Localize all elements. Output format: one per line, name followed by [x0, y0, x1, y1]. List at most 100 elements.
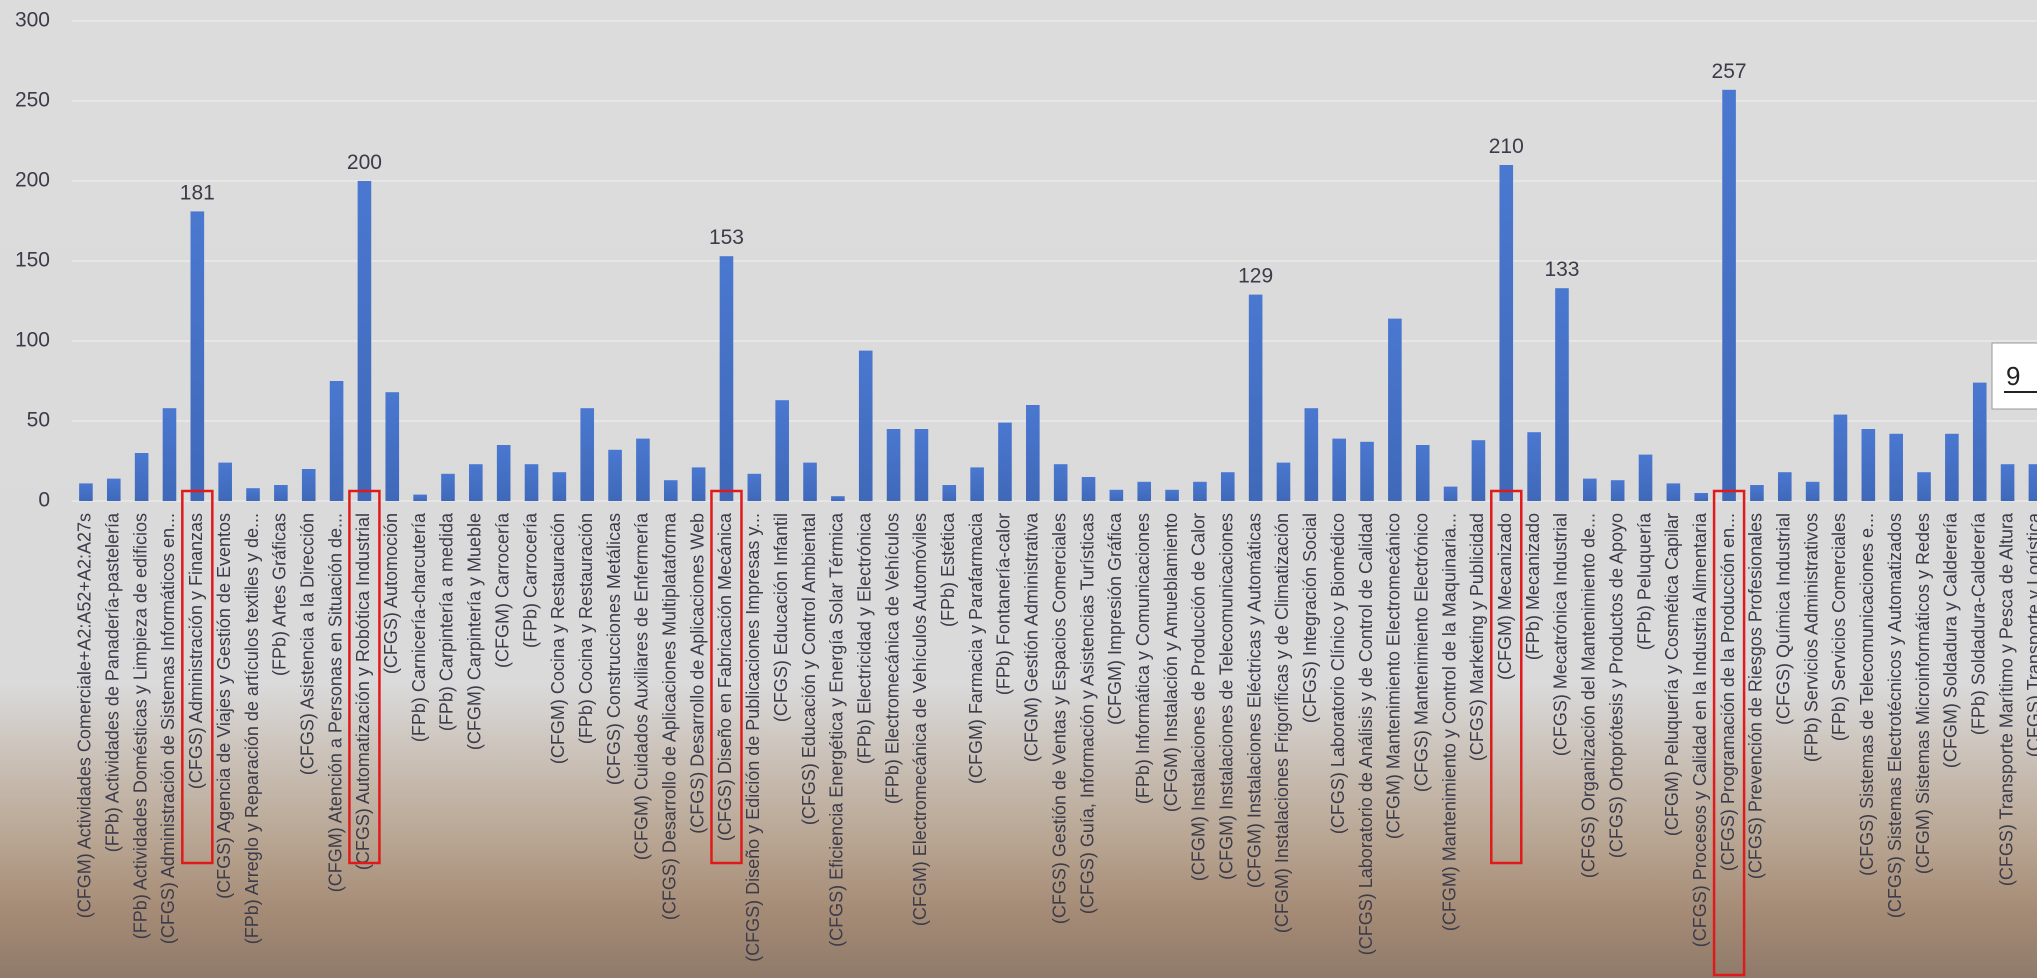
x-tick-label: (FPb) Carrocería — [520, 512, 540, 648]
x-tick-label: (CFGM) Instalaciones de Producción de Ca… — [1189, 513, 1209, 881]
bar — [1109, 489, 1124, 501]
x-tick-label: (CFGM) Carrocería — [492, 512, 512, 668]
y-tick-label: 0 — [38, 489, 50, 512]
bar — [1081, 477, 1096, 501]
x-tick-label: (FPb) Actividades Domésticas y Limpieza … — [130, 513, 150, 939]
bar — [1610, 480, 1625, 501]
y-tick-label: 150 — [15, 249, 50, 272]
bar — [719, 256, 734, 501]
y-tick-label: 50 — [27, 409, 50, 432]
x-tick-label: (FPb) Informática y Comunicaciones — [1133, 513, 1153, 804]
bar — [1360, 441, 1374, 501]
x-tick-label: (FPb) Soldadura-Calderería — [1968, 512, 1988, 735]
x-tick-label: (FPb) Cocina y Restauración — [576, 513, 596, 744]
x-tick-label: (CFGS) Agencia de Viajes y Gestión de Ev… — [214, 513, 234, 899]
x-tick-label: (CFGS) Laboratorio Clínico y Biomédico — [1328, 513, 1348, 834]
x-tick-label: (CFGM) Cuidados Auxiliares de Enfermería — [632, 512, 652, 860]
x-tick-label: (FPb) Arreglo y Reparación de artículos … — [242, 513, 262, 944]
x-tick-label: (CFGM) Electromecánica de Vehículos Auto… — [910, 513, 930, 926]
x-tick-label: (CFGS) Marketing y Publicidad — [1467, 513, 1487, 761]
highlight-box — [1490, 489, 1523, 865]
x-tick-label: (CFGS) Automatización y Robótica Industr… — [353, 513, 373, 870]
x-tick-label: (CFGM) Atención a Personas en Situación … — [325, 513, 345, 892]
y-tick-label: 250 — [15, 89, 50, 112]
bar — [1499, 165, 1514, 501]
bar — [1666, 483, 1681, 501]
x-tick-label: (CFGS) Ortoprótesis y Productos de Apoyo — [1606, 513, 1626, 858]
bar — [274, 485, 288, 501]
data-label: 257 — [1712, 60, 1747, 83]
bar — [1388, 318, 1402, 501]
x-tick-label: (FPb) Mecanizado — [1523, 513, 1543, 660]
bars — [79, 89, 2037, 502]
bar — [301, 469, 316, 501]
x-tick-label: (CFGM) Instalaciones Frigoríficas y de C… — [1272, 513, 1292, 933]
y-tick-label: 200 — [15, 169, 50, 192]
bar — [608, 449, 622, 501]
x-tick-label: (CFGS) Guía, Información y Asistencias T… — [1077, 513, 1097, 914]
x-tick-label: (CFGS) Mantenimiento Electrónico — [1411, 513, 1431, 792]
bar — [496, 445, 511, 501]
data-label: 210 — [1489, 135, 1524, 158]
bar — [1833, 414, 1848, 501]
x-tick-label: (FPb) Carnicería-charcutería — [409, 512, 429, 742]
x-tick-label: (CFGM) Peluquería y Cosmética Capilar — [1662, 513, 1682, 836]
x-tick-label: (FPb) Peluquería — [1634, 512, 1654, 650]
annotation-box: 9 — [1991, 342, 2037, 410]
x-tick-label: (FPb) Artes Gráficas — [270, 513, 290, 676]
bar — [79, 483, 93, 501]
bar — [970, 467, 984, 501]
highlight-box — [348, 489, 381, 865]
x-tick-label: (CFGS) Sistemas de Telecomunicaciones e.… — [1857, 513, 1877, 876]
bar — [2000, 464, 2015, 501]
x-tick-label: (CFGS) Educación Infantil — [771, 513, 791, 722]
x-tick-label: (CFGM) Mantenimiento Electromecánico — [1384, 513, 1404, 839]
bar — [134, 453, 149, 501]
x-tick-label: (CFGS) Transporte y Logística — [2024, 512, 2037, 757]
bar — [162, 408, 177, 501]
bar — [691, 467, 706, 501]
x-tick-label: (CFGM) Instalaciones Eléctricas y Automá… — [1244, 513, 1264, 888]
x-tick-label: (FPb) Fontanería-calor — [994, 513, 1014, 695]
bar — [636, 438, 650, 501]
bar — [1165, 489, 1179, 501]
x-tick-label: (CFGS) Administración de Sistemas Inform… — [158, 513, 178, 944]
x-tick-label: (CFGM) Carpintería y Mueble — [465, 513, 485, 750]
data-label: 129 — [1238, 265, 1273, 288]
grid — [72, 20, 2037, 502]
bar — [385, 392, 400, 501]
x-tick-label: (CFGS) Eficiencia Energética y Energía S… — [827, 512, 847, 947]
bar — [1917, 472, 1931, 501]
bar — [1861, 429, 1876, 501]
x-tick-label: (CFGM) Instalaciones de Telecomunicacion… — [1217, 513, 1237, 880]
bar — [1053, 464, 1068, 501]
x-tick-label: (CFGM) Sistemas Microinformáticos y Rede… — [1913, 513, 1933, 874]
bar — [886, 429, 901, 501]
data-label: 133 — [1544, 258, 1579, 281]
bar — [1137, 481, 1152, 501]
bar — [524, 464, 539, 501]
bar — [190, 211, 205, 501]
bar — [1972, 382, 1987, 501]
bar — [663, 480, 678, 501]
bar — [1415, 445, 1430, 501]
bar — [580, 408, 595, 501]
x-tick-label: (CFGS) Química Industrial — [1774, 513, 1794, 725]
bar — [1026, 405, 1040, 501]
bar — [441, 473, 455, 501]
bar — [1777, 472, 1792, 501]
bar — [1193, 481, 1207, 501]
bar — [914, 429, 929, 501]
x-tick-label: (CFGM) Soldadura y Calderería — [1941, 512, 1961, 768]
x-tick-label: (FPb) Electromecánica de Vehículos — [882, 513, 902, 804]
x-tick-label: (CFGM) Gestión Administrativa — [1022, 512, 1042, 762]
highlight-box — [181, 489, 214, 865]
bar — [1332, 438, 1346, 501]
y-tick-label: 100 — [15, 329, 50, 352]
bar — [1638, 454, 1653, 501]
bar — [1889, 433, 1903, 501]
x-tick-label: (FPb) Estética — [938, 512, 958, 627]
x-tick-label: (CFGS) Asistencia a la Dirección — [297, 513, 317, 775]
bar — [1722, 89, 1736, 502]
